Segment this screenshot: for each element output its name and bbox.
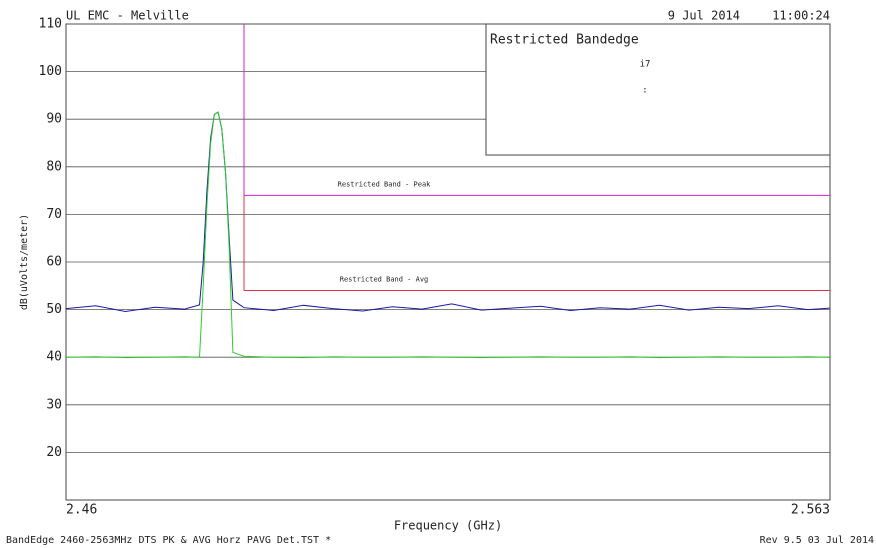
y-axis-label: dB(uVolts/meter)	[19, 214, 30, 310]
time: 11:00:24	[772, 9, 830, 23]
y-tick-label: 110	[39, 17, 62, 32]
y-tick-label: 40	[46, 350, 62, 365]
x-tick-label: 2.46	[66, 503, 97, 518]
trace	[65, 111, 831, 313]
legend-line: i7	[640, 60, 651, 70]
site: UL EMC - Melville	[66, 9, 189, 23]
trace	[65, 111, 831, 359]
x-tick-label: 2.563	[791, 503, 830, 518]
y-tick-label: 80	[46, 159, 62, 174]
y-tick-label: 60	[46, 255, 62, 270]
x-axis-label: Frequency (GHz)	[394, 519, 502, 533]
legend-title: Restricted Bandedge	[490, 33, 639, 48]
limit-label: Restricted Band - Avg	[340, 276, 429, 284]
date: 9 Jul 2014	[668, 9, 740, 23]
y-tick-label: 90	[46, 112, 62, 127]
y-tick-label: 30	[46, 397, 62, 412]
footer-file: BandEdge 2460-2563MHz DTS PK & AVG Horz …	[6, 535, 331, 546]
legend-box	[485, 23, 831, 156]
y-tick-label: 50	[46, 302, 62, 317]
limit-label: Restricted Band - Peak	[338, 180, 432, 188]
y-tick-label: 20	[46, 445, 62, 460]
legend-line: :	[642, 86, 647, 96]
y-tick-label: 70	[46, 207, 62, 222]
y-tick-label: 100	[39, 64, 62, 79]
footer-revision: Rev 9.5 03 Jul 2014	[760, 535, 874, 546]
